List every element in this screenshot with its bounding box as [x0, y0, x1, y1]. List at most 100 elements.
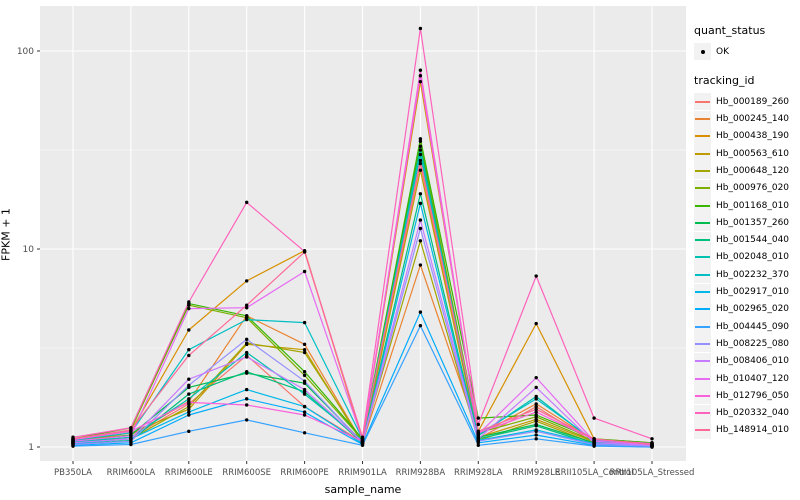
legend-key-box — [694, 300, 711, 318]
data-point — [650, 437, 654, 441]
legend-item: Hb_008225_080 — [694, 335, 798, 353]
legend-key-box — [694, 214, 711, 232]
legend-item-label: OK — [716, 46, 729, 57]
data-point — [302, 342, 307, 347]
legend-item: Hb_000245_140 — [694, 110, 798, 128]
legend-title-tracking-id: tracking_id — [694, 74, 755, 88]
legend-key-line-icon — [695, 187, 710, 190]
data-point — [302, 320, 307, 325]
data-point — [245, 397, 249, 401]
data-point — [534, 385, 538, 390]
legend-item-label: Hb_148914_010 — [716, 425, 790, 436]
legend-key-line-icon — [695, 291, 710, 294]
legend-item: Hb_010407_120 — [694, 370, 798, 388]
legend-item: Hb_002232_370 — [694, 266, 798, 284]
data-point — [534, 394, 538, 399]
data-point — [245, 350, 249, 355]
data-point — [592, 437, 596, 441]
data-point — [187, 410, 191, 414]
legend-item-label: Hb_008225_080 — [716, 338, 790, 349]
legend-item: Hb_002048_010 — [694, 248, 798, 266]
data-point — [302, 250, 307, 254]
data-point — [534, 413, 538, 417]
data-point — [187, 353, 191, 358]
legend-item-ok: OK — [694, 43, 798, 60]
legend-item-label: Hb_008406_010 — [716, 356, 790, 367]
legend-key-line-icon — [695, 100, 710, 103]
data-point — [418, 79, 423, 84]
legend-item-label: Hb_002965_020 — [716, 304, 790, 315]
data-point — [418, 68, 423, 72]
data-point — [187, 300, 191, 304]
data-point — [245, 355, 249, 359]
data-point — [302, 413, 307, 417]
legend-key-line-icon — [695, 360, 710, 363]
data-point — [418, 201, 423, 206]
legend-item-label: Hb_012796_050 — [716, 390, 790, 401]
legend-key-line-icon — [695, 342, 710, 345]
data-point — [418, 74, 423, 78]
data-point — [418, 161, 423, 166]
x-tick-label: RRIM928BA — [396, 468, 446, 478]
legend-key-line-icon — [695, 169, 710, 172]
legend-item-label: Hb_000189_260 — [716, 96, 790, 107]
data-point — [534, 429, 538, 434]
data-point — [534, 397, 538, 401]
legend-item: Hb_002917_010 — [694, 283, 798, 301]
y-tick-label: 1 — [28, 443, 34, 453]
legend-key-line-icon — [695, 256, 710, 259]
data-point — [302, 404, 307, 409]
legend-item-label: Hb_000438_190 — [716, 131, 790, 142]
legend-key-line-icon — [695, 239, 710, 242]
data-point — [302, 348, 307, 352]
legend-item-label: Hb_004445_090 — [716, 321, 790, 332]
x-axis-title: sample_name — [324, 483, 402, 496]
legend-item: Hb_000438_190 — [694, 127, 798, 145]
data-point — [187, 397, 191, 401]
legend-item: Hb_002965_020 — [694, 300, 798, 318]
data-point — [476, 416, 480, 420]
legend-key-line-icon — [695, 221, 710, 224]
legend-key-box — [694, 162, 711, 180]
data-point — [476, 439, 480, 443]
legend-key-box — [694, 318, 711, 336]
legend-item: Hb_001544_040 — [694, 231, 798, 249]
data-point — [245, 306, 249, 310]
y-tick-label: 100 — [17, 47, 34, 57]
data-point — [534, 419, 538, 423]
legend-key-line-icon — [695, 118, 710, 121]
legend-key-box — [694, 248, 711, 266]
legend-item: Hb_000648_120 — [694, 162, 798, 180]
legend-item-label: Hb_002917_010 — [716, 287, 790, 298]
data-point — [129, 439, 133, 443]
legend-key-box — [694, 197, 711, 215]
legend-item-label: Hb_020332_040 — [716, 408, 790, 419]
legend-item-label: Hb_002048_010 — [716, 252, 790, 263]
legend: quant_status OK tracking_id Hb_000189_26… — [694, 24, 798, 439]
data-point — [245, 418, 249, 422]
data-point — [592, 416, 596, 420]
legend-item-label: Hb_001544_040 — [716, 235, 790, 246]
data-point — [418, 226, 423, 231]
data-point — [418, 263, 423, 267]
legend-key-box — [694, 266, 711, 284]
data-point — [245, 337, 249, 341]
data-point — [360, 436, 365, 440]
data-point — [534, 402, 538, 406]
data-point — [418, 168, 423, 172]
data-point — [534, 407, 538, 412]
data-point — [71, 437, 75, 441]
data-point — [418, 192, 423, 196]
x-tick-label: RRIM600SE — [222, 468, 271, 478]
legend-item-label: Hb_000976_020 — [716, 183, 790, 194]
data-point — [245, 370, 249, 374]
legend-key-line-icon — [695, 152, 710, 155]
legend-key-box — [694, 127, 711, 145]
data-point — [534, 433, 538, 437]
data-point — [650, 442, 654, 447]
data-point — [129, 442, 133, 447]
data-point — [129, 434, 133, 438]
legend-item: Hb_020332_040 — [694, 404, 798, 422]
legend-item: Hb_000976_020 — [694, 179, 798, 197]
